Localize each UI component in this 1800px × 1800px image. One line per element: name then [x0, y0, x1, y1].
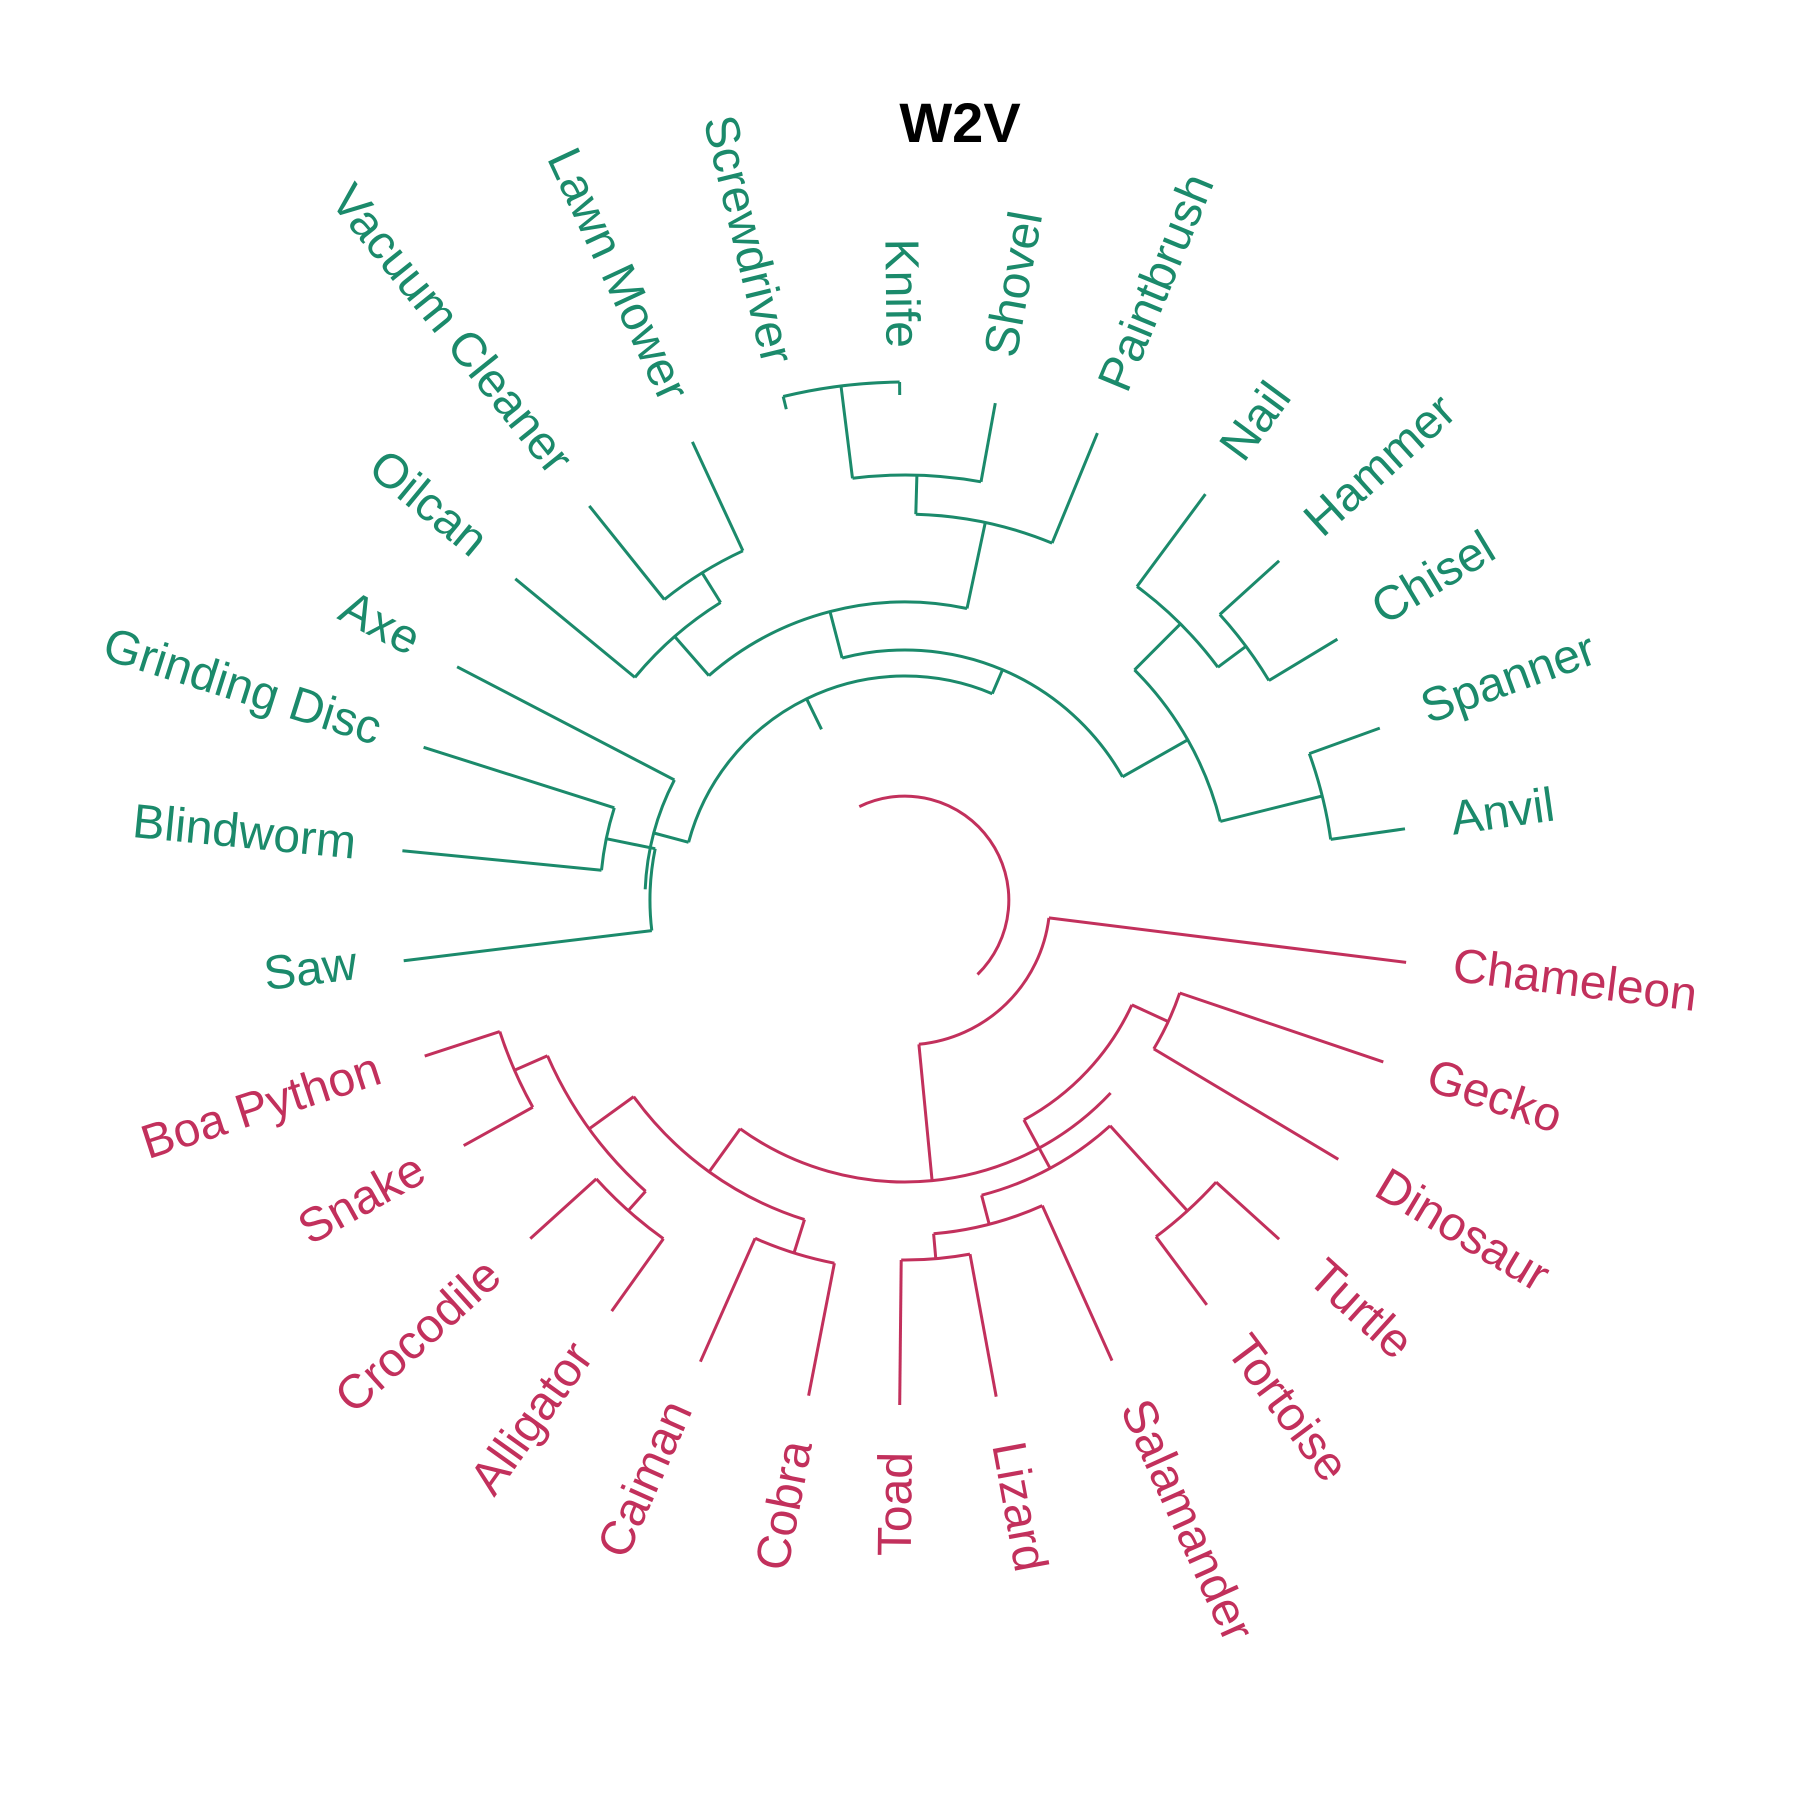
- leaf-label-salamander: Salamander: [1110, 1391, 1264, 1649]
- leaf-label-lawn-mower: Lawn Mower: [537, 140, 700, 409]
- leaf-branch: [979, 402, 997, 483]
- leaf-label-caiman: Caiman: [588, 1393, 703, 1566]
- internal-branch: [1131, 1003, 1169, 1023]
- leaf-branch: [1215, 1180, 1281, 1241]
- internal-branch: [653, 831, 689, 844]
- internal-branch: [1022, 1119, 1052, 1170]
- leaf-label-cobra: Cobra: [746, 1436, 823, 1575]
- internal-branch: [965, 522, 987, 609]
- leaf-branch: [1040, 1204, 1114, 1362]
- merge-arc: [1023, 1004, 1134, 1122]
- internal-branch: [932, 1233, 938, 1259]
- leaf-label-shovel: Shovel: [975, 207, 1053, 361]
- leaf-branch: [691, 441, 745, 552]
- dendrogram-branches: [402, 380, 1407, 1406]
- internal-branch: [839, 385, 854, 479]
- leaf-branch: [610, 1237, 665, 1312]
- leaf-branch: [1048, 916, 1407, 964]
- leaf-branch: [403, 929, 652, 963]
- merge-arc: [841, 648, 1124, 778]
- leaf-label-toad: Toad: [869, 1452, 923, 1557]
- leaf-label-screwdriver: Screwdriver: [693, 110, 804, 369]
- leaf-branch: [781, 396, 788, 410]
- internal-branch: [1219, 794, 1323, 823]
- merge-arc: [707, 600, 968, 677]
- internal-branch: [914, 475, 919, 515]
- leaf-label-anvil: Anvil: [1447, 779, 1557, 846]
- internal-branch: [805, 698, 823, 730]
- leaf-label-alligator: Alligator: [460, 1332, 604, 1504]
- internal-branch: [627, 1190, 647, 1212]
- leaf-branch: [1050, 432, 1099, 544]
- leaf-branch: [1218, 559, 1281, 616]
- leaf-label-snake: Snake: [290, 1143, 435, 1256]
- merge-arc: [633, 601, 722, 679]
- leaf-branch: [1154, 1235, 1209, 1306]
- leaf-label-lizard: Lizard: [981, 1438, 1057, 1576]
- internal-branch: [1217, 645, 1247, 669]
- leaf-branch: [424, 1030, 501, 1058]
- leaf-branch: [456, 665, 676, 782]
- leaf-label-gecko: Gecko: [1420, 1049, 1568, 1144]
- internal-branch: [673, 635, 711, 677]
- internal-branch: [828, 611, 844, 659]
- leaf-label-vacuum-cleaner: Vacuum Cleaner: [320, 175, 583, 484]
- internal-branch: [1133, 622, 1182, 671]
- merge-arc: [648, 848, 657, 931]
- leaf-label-chisel: Chisel: [1363, 521, 1505, 635]
- leaf-label-turtle: Turtle: [1298, 1249, 1423, 1370]
- internal-branch: [588, 1095, 635, 1131]
- leaf-label-oilcan: Oilcan: [359, 440, 498, 567]
- leaf-branch: [462, 1105, 534, 1147]
- leaf-branch: [588, 504, 666, 601]
- leaf-branch: [1135, 493, 1207, 588]
- internal-branch: [700, 572, 722, 604]
- leaf-branch: [807, 1262, 836, 1396]
- leaf-label-blindworm: Blindworm: [130, 795, 358, 870]
- leaf-label-grinding-disc: Grinding Disc: [97, 618, 388, 756]
- leaf-label-axe: Axe: [331, 581, 429, 666]
- internal-branch: [707, 1127, 742, 1173]
- merge-arc: [687, 674, 993, 843]
- merge-arc: [1307, 753, 1333, 840]
- internal-branch: [1121, 738, 1189, 779]
- leaf-branch: [423, 745, 615, 810]
- leaf-label-spanner: Spanner: [1414, 623, 1603, 735]
- leaf-branch: [699, 1237, 757, 1363]
- leaf-label-chameleon: Chameleon: [1450, 939, 1700, 1022]
- root-arc: [858, 794, 1011, 976]
- internal-branch: [1108, 1124, 1189, 1212]
- leaf-branch: [1179, 991, 1384, 1064]
- internal-branch: [980, 1194, 991, 1225]
- leaf-branch: [514, 577, 636, 679]
- leaf-branch: [1268, 637, 1339, 682]
- chart-title: W2V: [899, 91, 1020, 154]
- merge-arc: [852, 473, 982, 484]
- leaf-label-crocodile: Crocodile: [325, 1248, 511, 1423]
- leaf-branch: [402, 849, 602, 872]
- internal-branch: [917, 1044, 934, 1181]
- leaf-branch: [529, 1177, 598, 1240]
- internal-branch: [513, 1054, 549, 1072]
- leaf-label-nail: Nail: [1210, 372, 1302, 470]
- leaf-label-knife: Knife: [874, 238, 928, 348]
- leaf-branch: [1330, 827, 1406, 841]
- merge-arc: [918, 917, 1051, 1046]
- internal-branch: [792, 1219, 806, 1254]
- leaf-branch: [898, 1259, 903, 1406]
- internal-branch: [605, 837, 656, 851]
- leaf-label-tortoise: Tortoise: [1216, 1325, 1359, 1491]
- leaf-branch: [1153, 1047, 1340, 1161]
- internal-branch: [990, 669, 1004, 695]
- leaf-label-hammer: Hammer: [1294, 384, 1466, 547]
- leaf-branch: [968, 1253, 998, 1397]
- merge-arc: [595, 1177, 665, 1240]
- leaf-label-dinosaur: Dinosaur: [1367, 1158, 1559, 1302]
- leaf-label-paintbrush: Paintbrush: [1088, 166, 1224, 398]
- leaf-branch: [1308, 726, 1381, 756]
- leaf-label-boa-python: Boa Python: [135, 1043, 387, 1170]
- leaf-label-saw: Saw: [261, 937, 360, 1001]
